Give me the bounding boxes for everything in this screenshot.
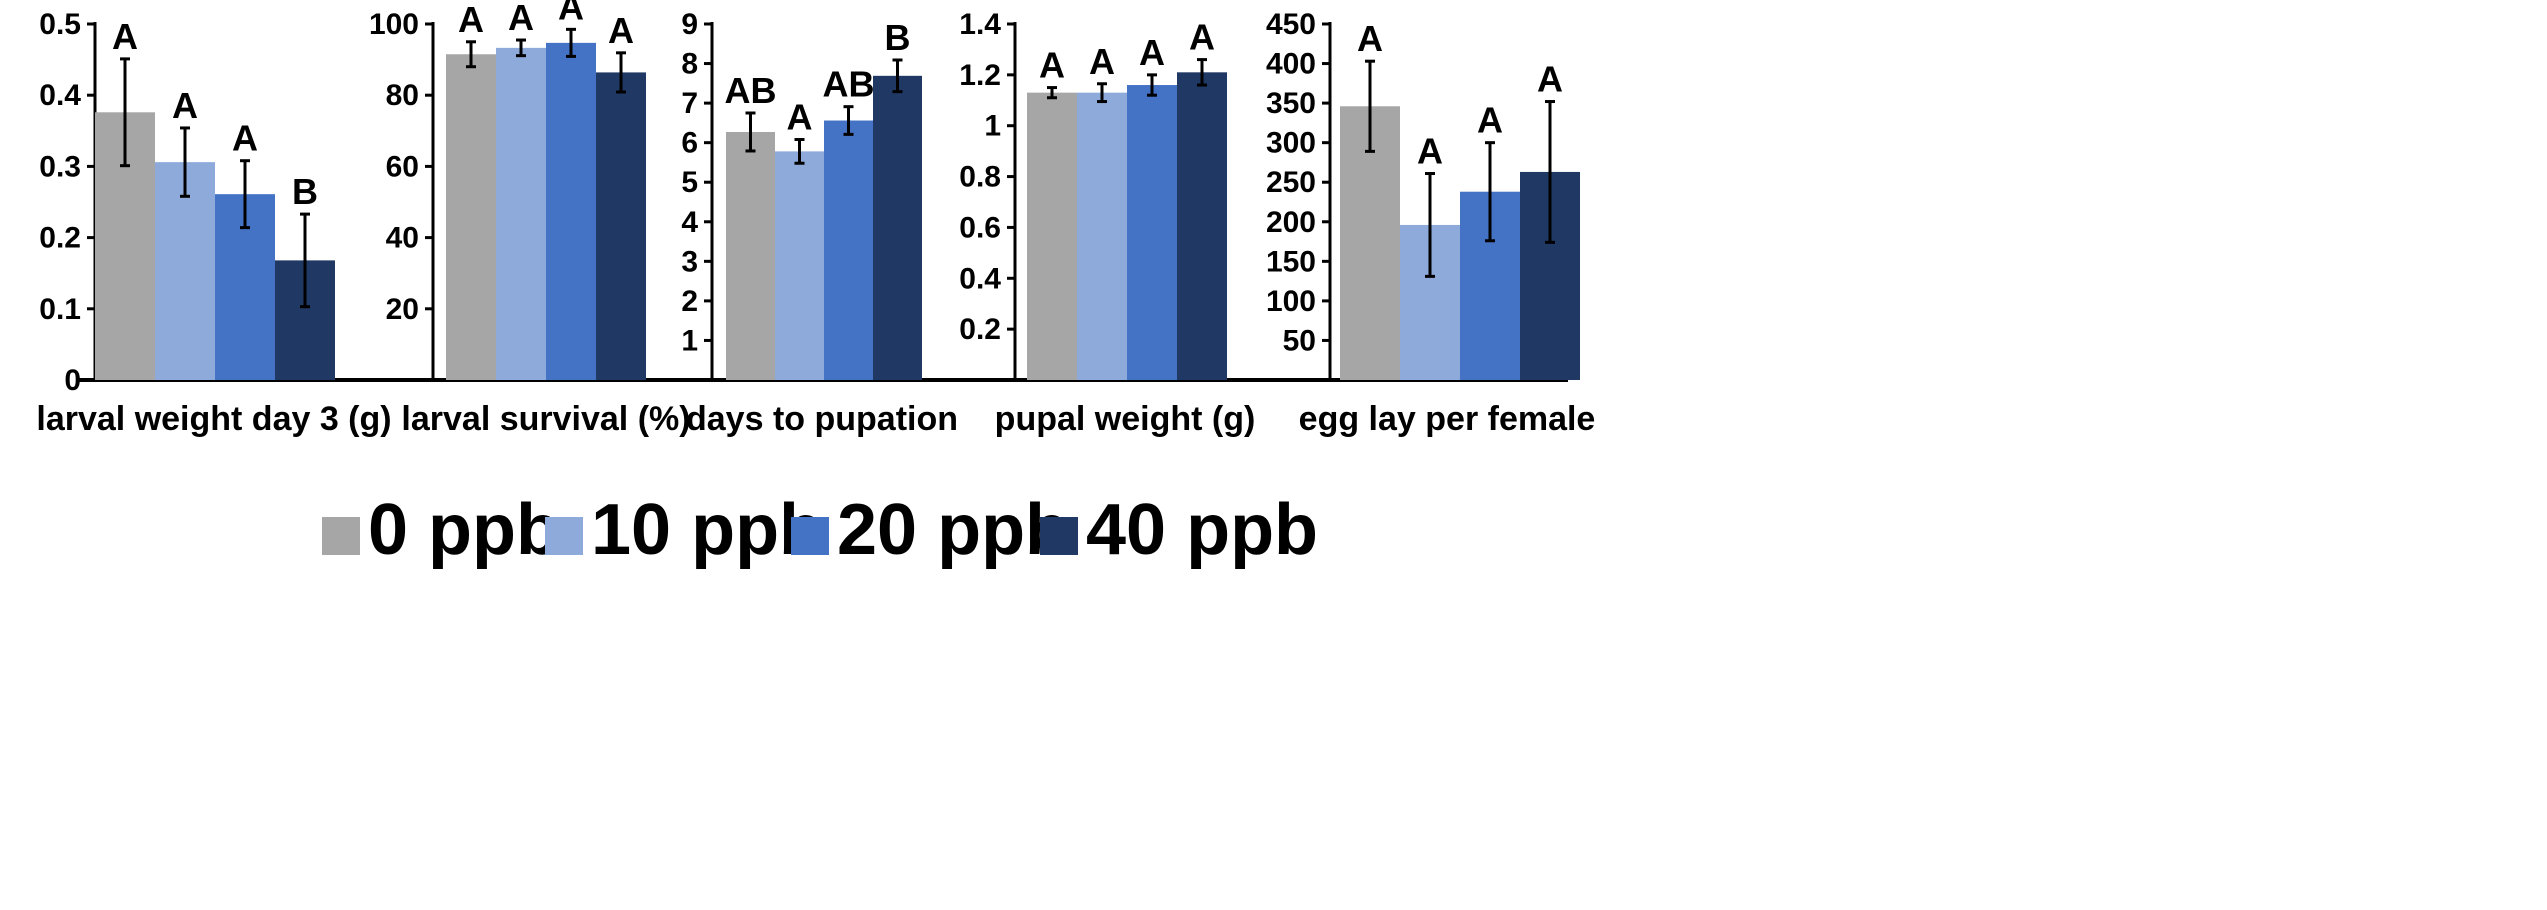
y-tick-label: 5 — [681, 166, 698, 199]
x-axis-label: larval weight day 3 (g) — [36, 400, 391, 438]
bar-40-ppb — [1177, 72, 1227, 381]
legend-label: 40 ppb — [1086, 490, 1318, 570]
x-axis-label: days to pupation — [686, 400, 958, 438]
significance-letter: A — [172, 85, 198, 126]
y-tick-label: 0.2 — [39, 222, 81, 255]
y-tick-label: 40 — [386, 222, 419, 255]
legend-item-0-ppb: 0 ppb — [322, 490, 560, 570]
y-tick-label: 200 — [1266, 206, 1316, 239]
bar-10-ppb — [1077, 92, 1127, 381]
significance-letter: A — [1537, 59, 1563, 100]
legend-item-20-ppb: 20 ppb — [791, 490, 1069, 570]
y-tick-label: 150 — [1266, 245, 1316, 278]
bar-10-ppb — [496, 47, 546, 381]
significance-letter: B — [885, 17, 911, 58]
y-tick-label: 9 — [681, 8, 698, 41]
significance-letter: A — [458, 0, 484, 40]
bar-0-ppb — [1027, 92, 1077, 381]
bar-10-ppb — [155, 162, 215, 380]
significance-letter: A — [1357, 18, 1383, 59]
y-tick-label: 7 — [681, 87, 698, 120]
significance-letter: A — [1189, 17, 1215, 58]
significance-letter: AB — [725, 70, 777, 111]
y-tick-label: 0.1 — [39, 293, 81, 326]
x-axis-label: pupal weight (g) — [995, 400, 1256, 438]
y-tick-label: 0.2 — [959, 313, 1001, 346]
y-tick-label: 0 — [64, 364, 81, 397]
y-tick-label: 0.8 — [959, 161, 1001, 194]
y-tick-label: 0.4 — [959, 262, 1001, 295]
significance-letter: A — [1477, 100, 1503, 141]
y-tick-label: 1 — [681, 324, 698, 357]
legend-label: 0 ppb — [368, 490, 560, 570]
legend-swatch — [1040, 517, 1078, 555]
y-tick-label: 8 — [681, 48, 698, 81]
legend-label: 20 ppb — [837, 490, 1069, 570]
y-tick-label: 2 — [681, 285, 698, 318]
y-tick-label: 100 — [369, 8, 419, 41]
significance-letter: B — [292, 171, 318, 212]
y-tick-label: 4 — [681, 206, 698, 239]
y-tick-label: 0.6 — [959, 211, 1001, 244]
significance-letter: A — [787, 97, 813, 138]
legend-swatch — [545, 517, 583, 555]
significance-letter: AB — [823, 64, 875, 105]
significance-letter: A — [1089, 41, 1115, 82]
significance-letter: A — [232, 118, 258, 159]
bar-40-ppb — [596, 72, 646, 380]
x-axis-label: egg lay per female — [1299, 400, 1596, 438]
y-tick-label: 1 — [984, 110, 1001, 143]
y-tick-label: 50 — [1283, 324, 1316, 357]
bar-20-ppb — [546, 42, 596, 380]
y-tick-label: 0.5 — [39, 8, 81, 41]
y-tick-label: 6 — [681, 127, 698, 160]
y-tick-label: 60 — [386, 150, 419, 183]
y-tick-label: 350 — [1266, 87, 1316, 120]
y-tick-label: 3 — [681, 245, 698, 278]
y-tick-label: 450 — [1266, 8, 1316, 41]
significance-letter: A — [1039, 45, 1065, 86]
y-tick-label: 20 — [386, 293, 419, 326]
bar-0-ppb — [446, 54, 496, 380]
y-tick-label: 0.3 — [39, 150, 81, 183]
y-tick-label: 1.2 — [959, 59, 1001, 92]
significance-letter: A — [1139, 32, 1165, 73]
bar-40-ppb — [873, 75, 922, 380]
significance-letter: A — [558, 0, 584, 27]
x-axis-label: larval survival (%) — [401, 400, 690, 438]
significance-letter: A — [508, 0, 534, 38]
legend-item-10-ppb: 10 ppb — [545, 490, 823, 570]
significance-letter: A — [112, 16, 138, 57]
bar-0-ppb — [726, 131, 775, 380]
significance-letter: A — [608, 10, 634, 51]
legend-item-40-ppb: 40 ppb — [1040, 490, 1318, 570]
y-tick-label: 400 — [1266, 48, 1316, 81]
legend: 0 ppb 10 ppb 20 ppb 40 ppb — [322, 490, 1318, 570]
y-tick-label: 300 — [1266, 127, 1316, 160]
bar-20-ppb — [1127, 85, 1177, 381]
y-tick-label: 80 — [386, 79, 419, 112]
y-tick-label: 0.4 — [39, 79, 81, 112]
y-tick-label: 250 — [1266, 166, 1316, 199]
bar-10-ppb — [775, 151, 824, 380]
bar-20-ppb — [824, 120, 873, 380]
significance-letter: A — [1417, 131, 1443, 172]
y-tick-label: 1.4 — [959, 8, 1001, 41]
legend-swatch — [791, 517, 829, 555]
y-tick-label: 100 — [1266, 285, 1316, 318]
legend-swatch — [322, 517, 360, 555]
legend-label: 10 ppb — [591, 490, 823, 570]
